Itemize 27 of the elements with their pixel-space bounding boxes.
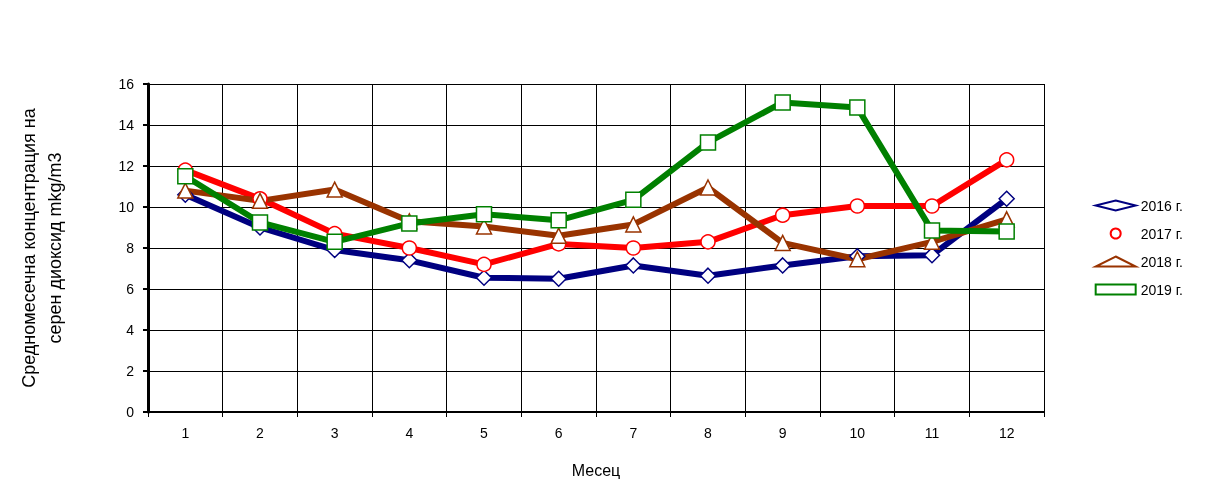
y-tick-label: 12 bbox=[118, 158, 135, 174]
y-axis-title: Средномесечна концентрация на серен диоксид mkg/m3 bbox=[19, 107, 65, 388]
x-tick-label: 2 bbox=[256, 425, 265, 441]
x-tick-label: 6 bbox=[554, 425, 563, 441]
y-tick-label: 10 bbox=[118, 199, 135, 215]
x-tick-label: 1 bbox=[181, 425, 190, 441]
x-tick-label: 4 bbox=[405, 425, 414, 441]
y-tick-label: 0 bbox=[126, 404, 135, 420]
legend-label: 2019 г. bbox=[1140, 281, 1184, 298]
y-tick-label: 16 bbox=[118, 76, 135, 92]
x-tick-label: 9 bbox=[778, 425, 787, 441]
x-tick-label: 12 bbox=[998, 425, 1015, 441]
legend-label: 2018 г. bbox=[1140, 253, 1184, 270]
y-tick-label: 14 bbox=[118, 117, 135, 133]
y-tick-label: 6 bbox=[126, 281, 135, 297]
x-tick-label: 8 bbox=[704, 425, 713, 441]
x-tick-label: 5 bbox=[480, 425, 489, 441]
y-tick-label: 8 bbox=[126, 240, 135, 256]
x-tick-label: 11 bbox=[924, 425, 940, 441]
x-tick-label: 7 bbox=[629, 425, 638, 441]
y-tick-label: 4 bbox=[126, 322, 135, 338]
x-tick-label: 10 bbox=[849, 425, 866, 441]
x-tick-label: 3 bbox=[330, 425, 339, 441]
legend-label: 2017 г. bbox=[1140, 225, 1184, 242]
y-tick-label: 2 bbox=[126, 363, 135, 379]
legend-label: 2016 г. bbox=[1140, 197, 1184, 214]
x-axis-title: Месец bbox=[571, 461, 621, 479]
